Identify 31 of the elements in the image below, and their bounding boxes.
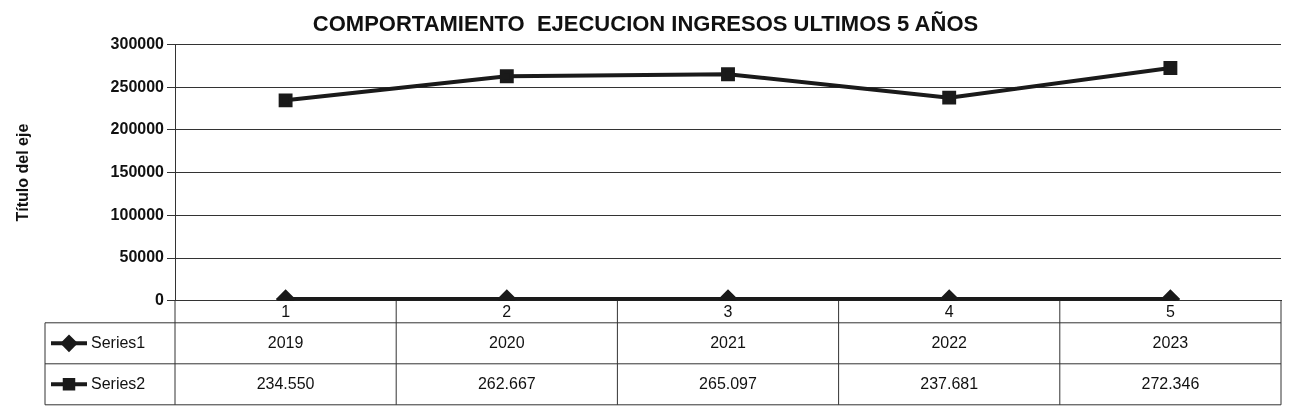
y-tick-label: 150000: [110, 163, 165, 181]
y-tick-label: 50000: [119, 248, 165, 266]
point: [721, 67, 735, 82]
data-label: 272.346: [1141, 374, 1200, 392]
point: [1163, 61, 1178, 75]
data-label: 2019: [267, 333, 304, 351]
point: [942, 90, 957, 105]
legend-label: Series1: [91, 333, 146, 351]
x-tick-label: 3: [723, 302, 733, 320]
data-label: 234.550: [256, 374, 315, 392]
data-label: 2020: [489, 333, 525, 351]
data-label: 237.681: [920, 374, 979, 392]
y-tick-label: 0: [155, 291, 165, 309]
y-tick-label: 300000: [110, 34, 165, 52]
legend-label: Series2: [91, 374, 146, 392]
x-tick-label: 5: [1165, 302, 1175, 320]
data-label: 2021: [710, 333, 746, 351]
data-label: 262.667: [477, 374, 536, 392]
data-label: 265.097: [699, 374, 758, 392]
y-tick-label: 200000: [110, 120, 165, 138]
x-tick-label: 4: [944, 302, 954, 320]
y-tick-label: 100000: [110, 205, 165, 223]
x-tick-label: 2: [502, 302, 512, 320]
y-axis-title: Título del eje: [14, 123, 32, 222]
y-tick-label: 250000: [110, 77, 165, 95]
point: [278, 93, 293, 108]
chart-title: COMPORTAMIENTO EJECUCION INGRESOS ULTIMOS 5 AÑOS: [312, 11, 979, 37]
point: [499, 69, 514, 84]
data-label: 2023: [1152, 333, 1189, 351]
x-tick-label: 1: [281, 302, 291, 320]
data-label: 2022: [931, 333, 968, 351]
